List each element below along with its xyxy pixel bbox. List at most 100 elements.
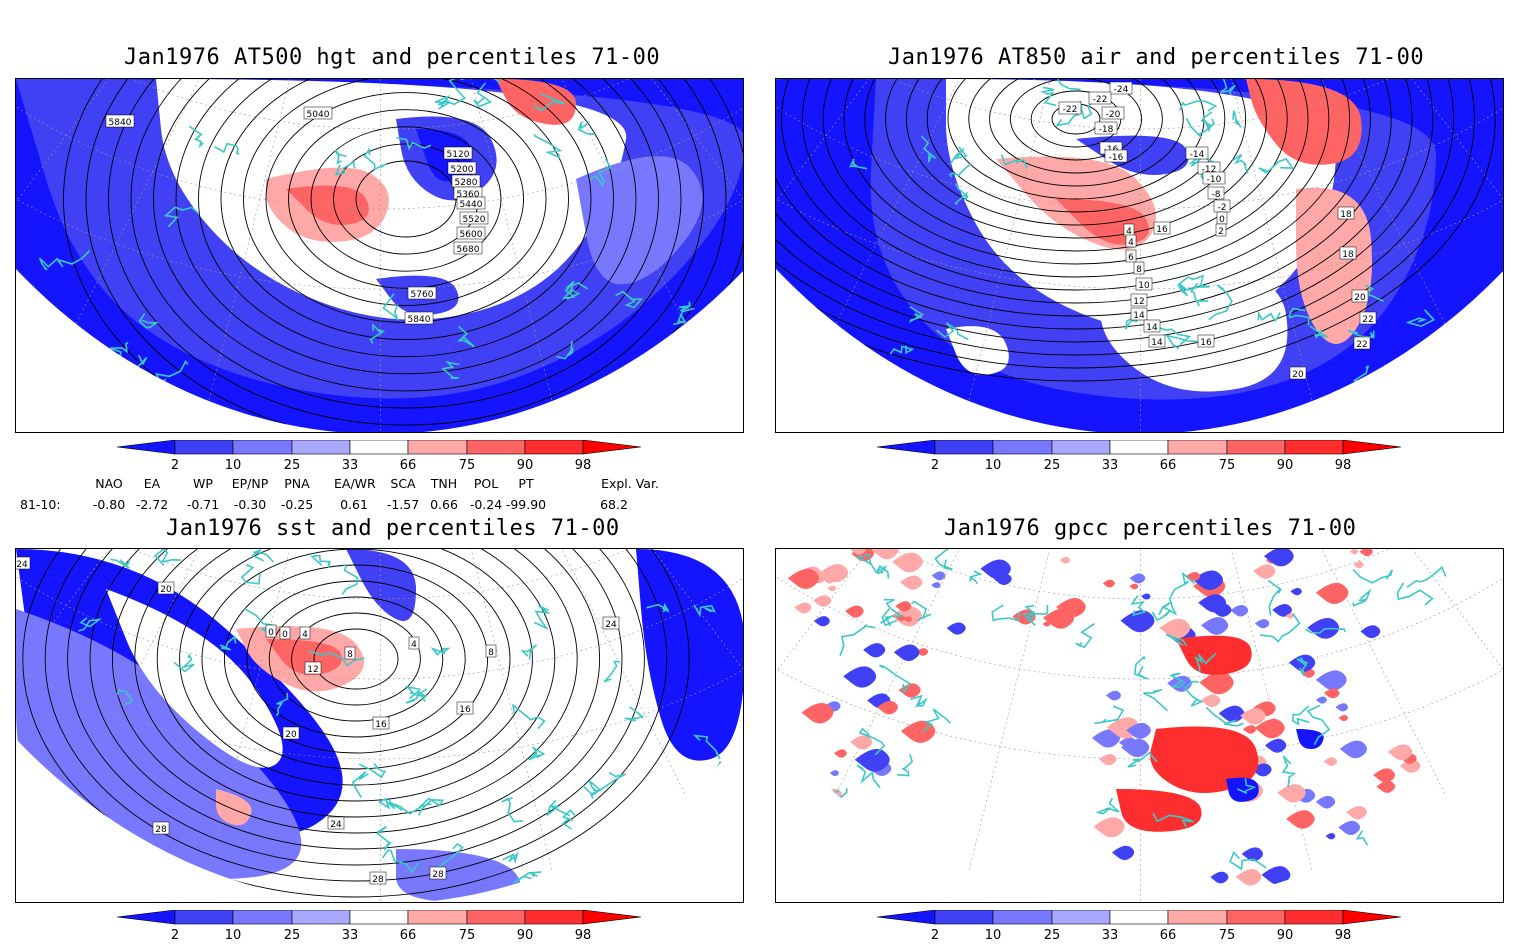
- precip-anomaly: [863, 643, 886, 658]
- contour-label: 5040: [307, 110, 330, 120]
- contour-label: 16: [375, 720, 387, 730]
- contour-label-box: [105, 114, 135, 128]
- precip-anomaly: [1092, 729, 1121, 748]
- panel-title-gpcc: Jan1976 gpcc percentiles 71-00: [944, 516, 1357, 541]
- precip-anomaly: [895, 601, 912, 612]
- contour-label-box: [456, 226, 486, 240]
- contour-label: -2: [1218, 203, 1227, 213]
- contour-label: 10: [1138, 281, 1150, 291]
- contour-line: [776, 79, 1392, 317]
- precip-anomaly: [1359, 549, 1373, 557]
- index-value: -0.24: [469, 497, 503, 512]
- index-value: -0.71: [186, 497, 220, 512]
- precip-anomaly: [892, 552, 923, 573]
- colorbar-tick-label: 25: [284, 458, 301, 473]
- colorbar-tick-label: 90: [517, 458, 534, 473]
- contour-label: 5600: [460, 230, 483, 240]
- contour-label-box: [429, 866, 447, 880]
- contour-label-box: [1125, 234, 1137, 248]
- contour-label-box: [602, 616, 620, 630]
- precip-anomaly: [1159, 618, 1191, 639]
- colorbar-tick-label: 25: [1044, 458, 1061, 473]
- index-header: EA: [143, 476, 161, 491]
- contour-label: 2: [1218, 227, 1224, 237]
- contour-label: 12: [1133, 297, 1144, 307]
- precip-anomaly: [1241, 847, 1263, 862]
- contour-label-box: [1351, 289, 1369, 303]
- contour-label: 4: [1128, 238, 1134, 248]
- contour-label-box: [1215, 223, 1227, 237]
- precip-anomaly: [1093, 817, 1125, 838]
- precip-anomaly: [1254, 619, 1270, 629]
- contour-line: [89, 549, 623, 850]
- precip-anomaly: [1360, 625, 1381, 639]
- precip-anomaly: [1335, 703, 1349, 712]
- index-header: EP/NP: [231, 476, 269, 491]
- contour-label: 5840: [109, 118, 132, 128]
- contour-label-box: [1185, 146, 1209, 160]
- contour-label: 24: [605, 620, 617, 630]
- precip-anomaly: [844, 605, 864, 618]
- contour-label-box: [1289, 366, 1307, 380]
- contour-label-box: [1202, 171, 1226, 185]
- contour-line: [776, 79, 1455, 356]
- anomaly-region: [166, 87, 336, 165]
- index-header: TNH: [430, 476, 458, 491]
- index-value: 0.61: [340, 497, 368, 512]
- precip-anomaly: [813, 616, 830, 627]
- contour-label-box: [404, 311, 434, 325]
- precip-anomaly: [1199, 672, 1234, 695]
- contour-line: [864, 79, 1288, 252]
- precip-anomaly: [1338, 714, 1349, 722]
- contour-line: [801, 79, 1351, 291]
- contour-line: [313, 628, 399, 690]
- contour-line: [63, 79, 743, 432]
- contour-label-box: [265, 624, 277, 638]
- precip-anomaly: [801, 702, 834, 724]
- index-header: EA/WR: [334, 476, 376, 491]
- anomaly-region: [1116, 789, 1202, 832]
- contour-label: 5440: [460, 200, 483, 210]
- contour-label: -16: [1109, 153, 1124, 163]
- colorbar-tick-label: 10: [985, 458, 1002, 473]
- index-value: 68.2: [600, 497, 628, 512]
- precip-anomaly: [1200, 617, 1229, 635]
- contour-label: 0: [268, 628, 274, 638]
- precip-anomaly: [946, 622, 966, 635]
- contour-label: 24: [330, 820, 342, 830]
- precip-anomaly: [819, 564, 849, 583]
- contour-label-box: [327, 816, 345, 830]
- precip-anomaly: [1315, 582, 1349, 604]
- precip-anomaly: [1230, 604, 1249, 617]
- contour-label: 14: [1146, 323, 1158, 333]
- precip-anomaly: [1264, 738, 1287, 753]
- colorbar-gpcc: 2 10 25 33 66 75 90 98: [877, 910, 1407, 946]
- precip-anomaly: [1373, 768, 1395, 783]
- contour-label: 20: [1292, 370, 1304, 380]
- contour-label: 22: [1362, 315, 1373, 325]
- precip-anomaly: [1218, 705, 1245, 723]
- precip-anomaly: [1235, 869, 1262, 886]
- contour-label: 8: [1136, 265, 1142, 275]
- contour-label: 5760: [411, 290, 434, 300]
- colorbar-tick-label: 25: [1044, 928, 1061, 943]
- precip-anomaly: [829, 770, 839, 777]
- precip-anomaly: [1285, 613, 1294, 619]
- contour-line: [134, 549, 578, 818]
- colorbar-tick-label: 90: [517, 928, 534, 943]
- contour-line: [268, 596, 444, 722]
- contour-label-box: [1197, 334, 1215, 348]
- colorbar-tick-label: 75: [1219, 928, 1236, 943]
- contour-label: 8: [488, 648, 494, 658]
- contour-label: 4: [411, 640, 417, 650]
- index-header: SCA: [390, 476, 416, 491]
- contour-label-box: [1130, 307, 1148, 321]
- contour-label-box: [1337, 206, 1355, 220]
- contour-label: 5840: [408, 315, 431, 325]
- contour-line: [156, 549, 556, 802]
- contour-label-box: [1135, 277, 1153, 291]
- contour-label: 5360: [457, 190, 480, 200]
- contour-line: [111, 549, 601, 834]
- map-panel-air850: -24-22-22-20-18-16-16-14-12-10-8-2024468…: [775, 78, 1504, 433]
- contour-label: 14: [1151, 338, 1163, 348]
